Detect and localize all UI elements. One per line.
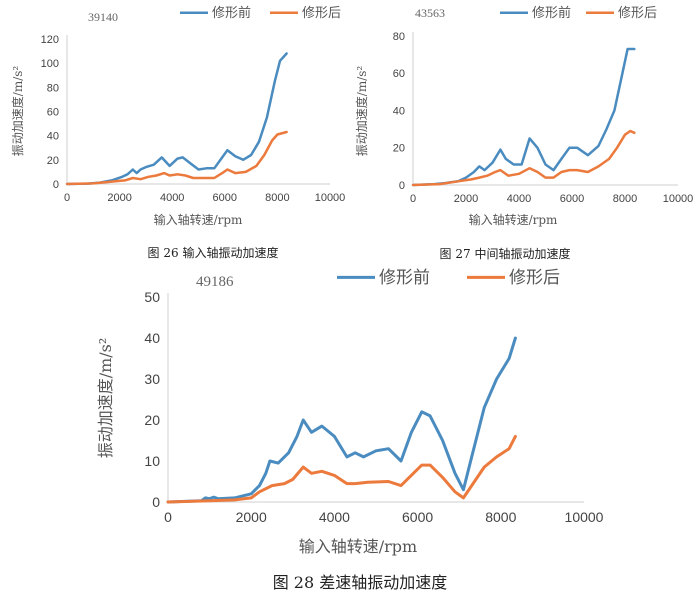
x-tick-label: 0	[410, 193, 416, 205]
series-line-before	[166, 336, 517, 504]
legend-label: 修形前	[212, 5, 251, 21]
x-tick-label: 2000	[454, 193, 478, 205]
y-tick-label: 30	[144, 371, 160, 387]
x-tick-label: 8000	[265, 192, 289, 204]
y-tick-label: 80	[47, 82, 59, 94]
y-tick-label: 60	[47, 106, 59, 118]
corner-label: 39140	[88, 10, 118, 24]
x-tick-label: 2000	[236, 509, 267, 525]
series-line-after	[411, 129, 636, 187]
y-axis-title: 振动加速度/m/s²	[96, 338, 115, 459]
legend-label: 修形前	[379, 268, 430, 288]
y-tick-label: 20	[144, 412, 160, 428]
x-tick-label: 10000	[315, 192, 346, 204]
x-tick-label: 2000	[107, 192, 131, 204]
y-tick-label: 0	[53, 179, 59, 191]
figure-caption: 图 28 差速轴振动加速度	[273, 573, 448, 592]
y-tick-label: 50	[144, 289, 160, 305]
y-tick-label: 40	[47, 131, 59, 143]
x-tick-label: 4000	[507, 193, 531, 205]
x-tick-label: 8000	[613, 193, 637, 205]
x-tick-label: 4000	[160, 192, 184, 204]
x-tick-label: 6000	[402, 509, 433, 525]
corner-label: 49186	[196, 274, 234, 290]
x-tick-label: 4000	[319, 509, 350, 525]
legend-label: 修形前	[532, 5, 571, 21]
y-tick-label: 10	[144, 453, 160, 469]
legend-label: 修形后	[302, 6, 341, 21]
legend-label: 修形后	[618, 6, 657, 21]
y-tick-label: 40	[393, 105, 405, 117]
x-tick-label: 6000	[213, 192, 237, 204]
x-tick-label: 0	[64, 192, 70, 204]
y-tick-label: 40	[144, 330, 160, 346]
y-tick-label: 120	[41, 34, 59, 46]
x-tick-label: 8000	[485, 509, 516, 525]
x-axis-title: 输入轴转速/rpm	[299, 537, 417, 556]
figure-caption: 图 26 输入轴振动加速度	[148, 245, 279, 260]
y-tick-label: 80	[393, 31, 405, 43]
series-line-after	[65, 130, 288, 186]
y-axis-title: 振动加速度/m/s²	[354, 66, 369, 157]
y-tick-label: 0	[152, 494, 160, 510]
y-tick-label: 100	[41, 58, 59, 70]
series-line-after	[166, 434, 517, 504]
series-line-before	[65, 52, 288, 186]
corner-label: 43563	[415, 6, 445, 20]
series-line-before	[411, 47, 636, 187]
y-tick-label: 20	[393, 143, 405, 155]
chart-1: 0 2000 4000 6000 8000 10000 0 20 40 60 80 100 120 输入轴…	[10, 5, 345, 260]
x-tick-label: 6000	[560, 193, 584, 205]
y-tick-label: 0	[399, 180, 405, 192]
x-tick-label: 10000	[565, 509, 604, 525]
x-tick-label: 10000	[663, 193, 694, 205]
chart-3: 0 2000 4000 6000 8000 10000 0 10 20 30 40 50 输入轴转速/r…	[96, 268, 604, 592]
y-axis-title: 振动加速度/m/s²	[10, 66, 25, 157]
chart-2: 0 2000 4000 6000 8000 10000 0 20 40 60 80 输入轴转速/rpm…	[354, 5, 693, 261]
x-tick-label: 0	[164, 509, 172, 525]
figure-caption: 图 27 中间轴振动加速度	[440, 246, 571, 261]
x-axis-title: 输入轴转速/rpm	[154, 212, 243, 227]
x-axis-title: 输入轴转速/rpm	[469, 212, 558, 227]
y-tick-label: 60	[393, 68, 405, 80]
y-tick-label: 20	[47, 155, 59, 167]
legend-label: 修形后	[509, 268, 560, 288]
